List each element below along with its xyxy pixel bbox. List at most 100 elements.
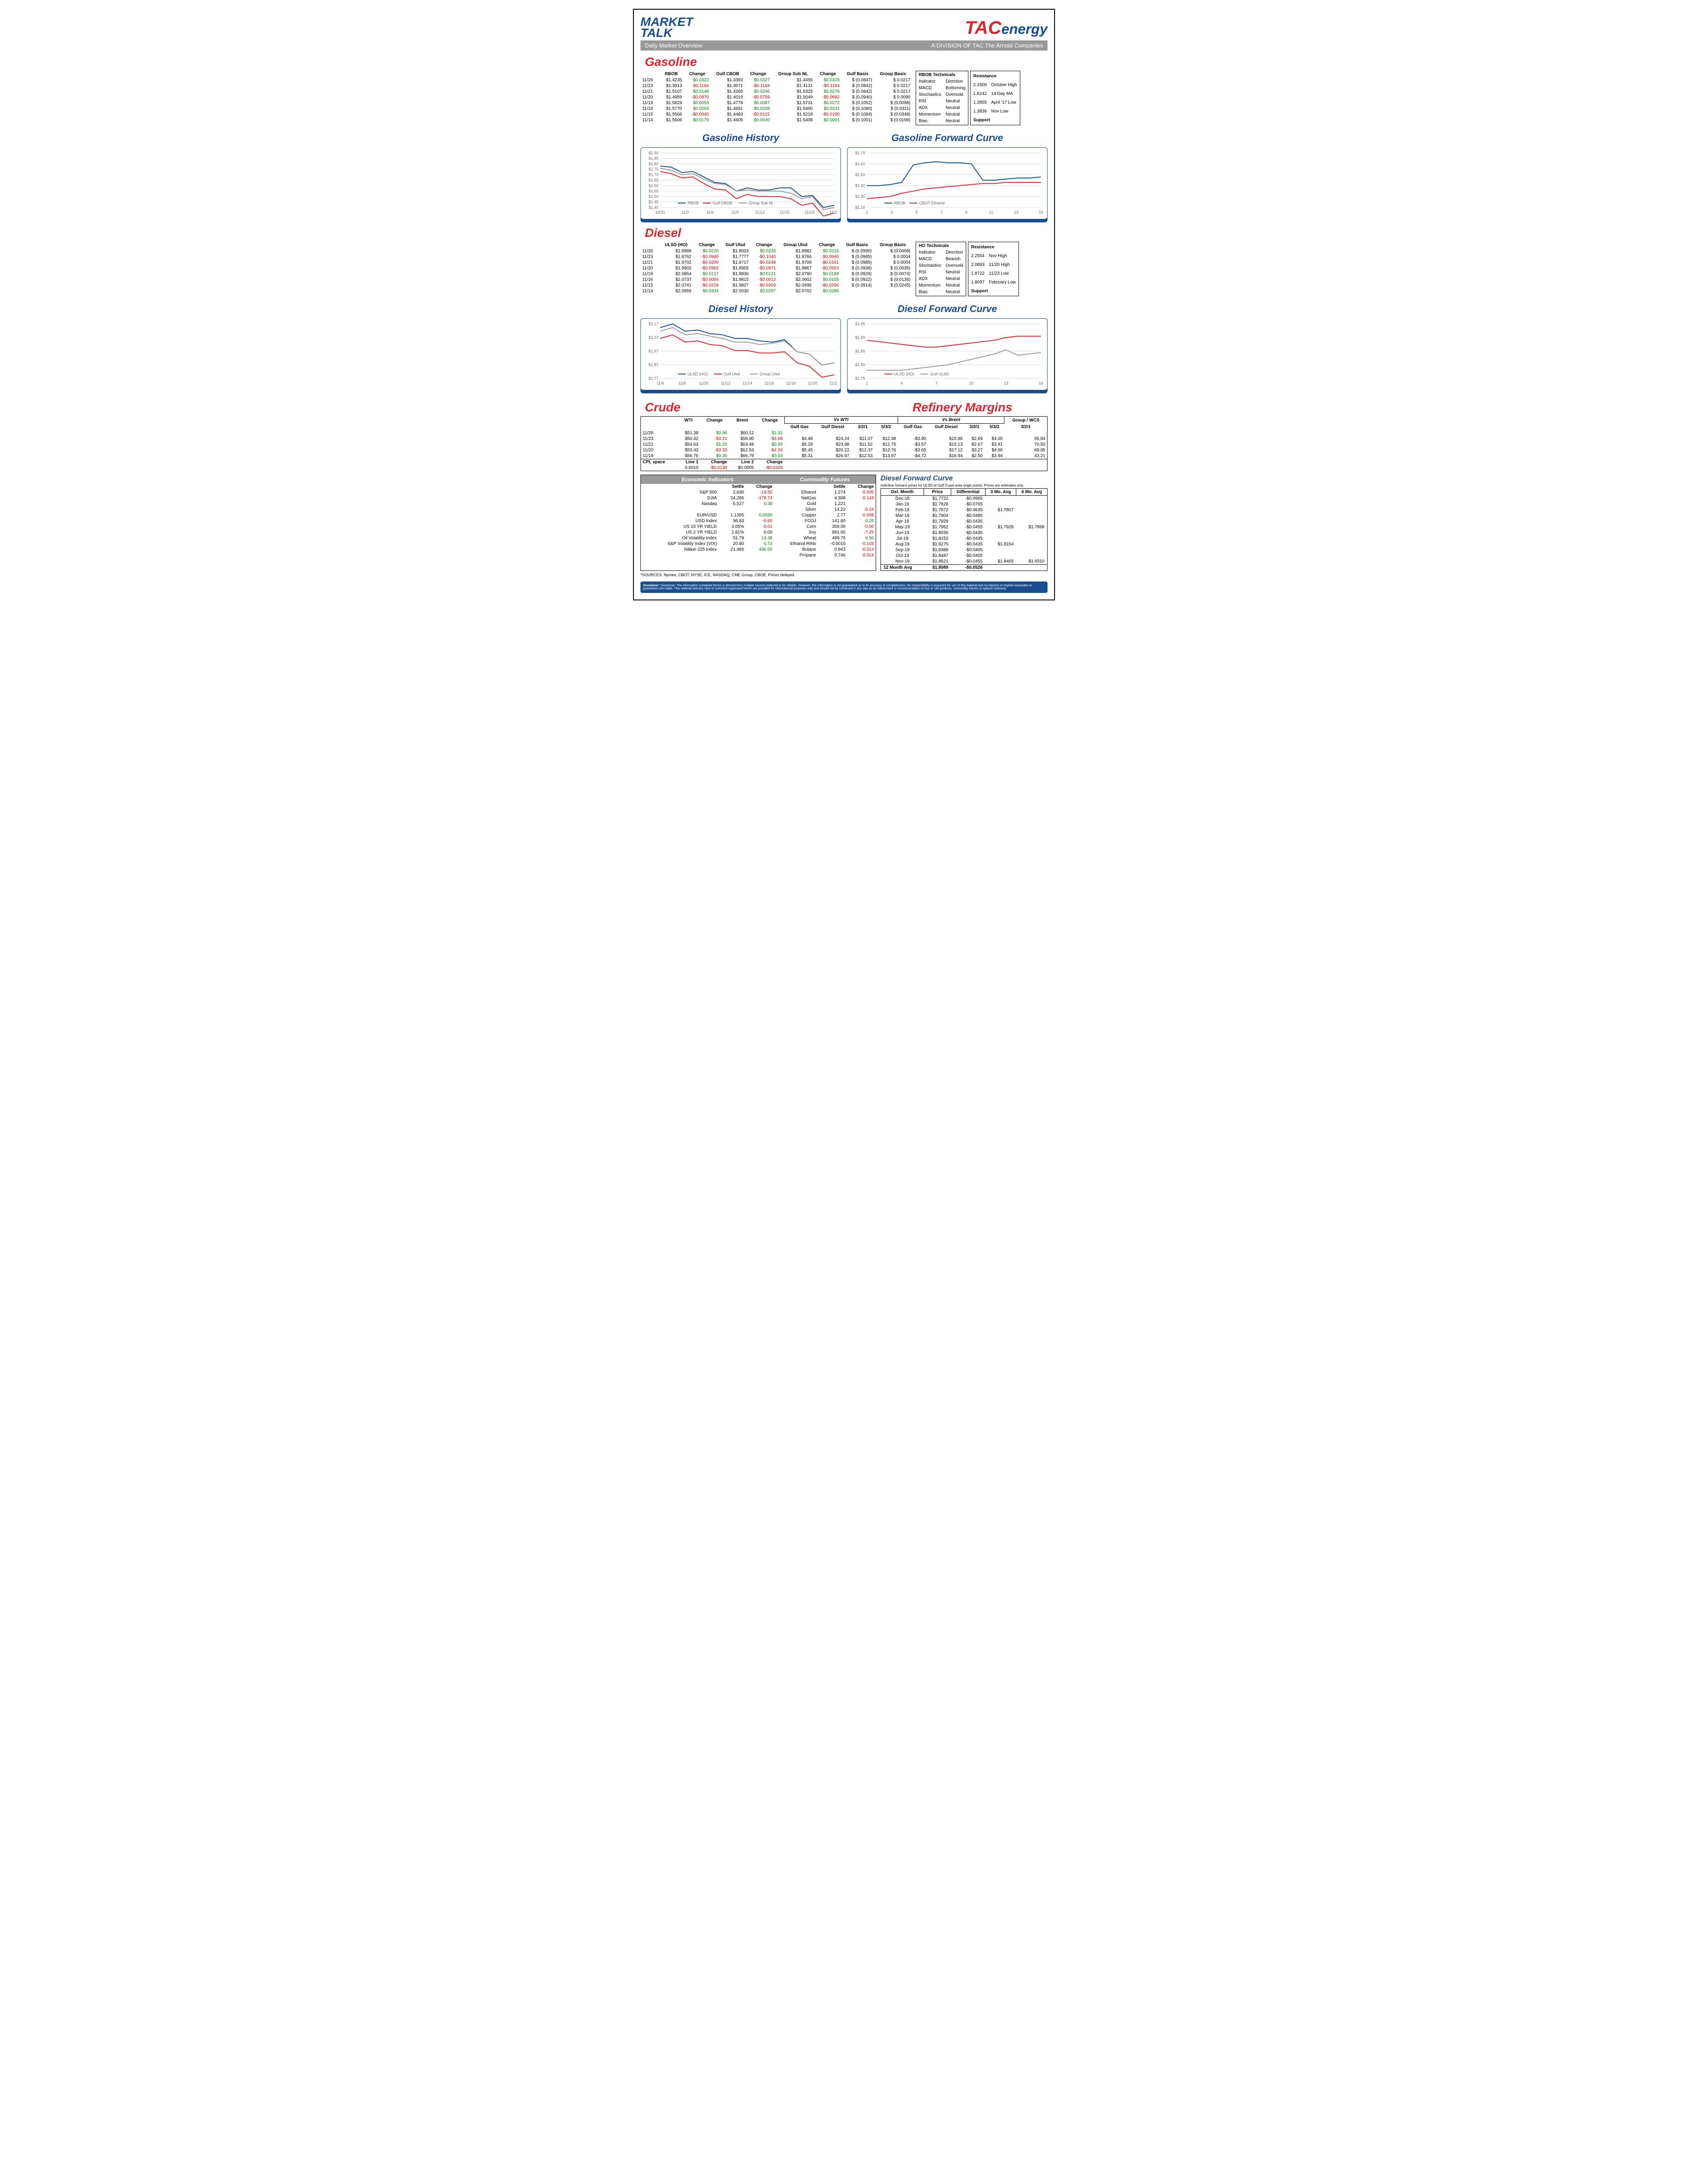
svg-text:$1.90: $1.90 [855, 335, 865, 340]
svg-text:10/31: 10/31 [655, 210, 666, 214]
svg-text:Gulf Ulsd: Gulf Ulsd [724, 372, 740, 376]
svg-text:11/9: 11/9 [731, 210, 738, 214]
diesel-history-chart: $2.17$2.07$1.97$1.87$1.7711/611/811/1011… [640, 318, 841, 390]
svg-text:$1.95: $1.95 [855, 322, 865, 326]
svg-text:$1.50: $1.50 [648, 195, 658, 199]
report-page: MARKET TALK TACenergy Daily Market Overv… [633, 9, 1055, 600]
econ-header: Economic Indicators [641, 475, 774, 484]
crude-refinery-table: WTIChangeBrentChangeVs WTIVs BrentGroup … [640, 416, 1048, 471]
svg-text:11/6: 11/6 [657, 381, 664, 385]
gasoline-table: RBOBChangeGulf CBOBChangeGroup Sub NLCha… [640, 71, 912, 123]
svg-text:11: 11 [989, 210, 993, 214]
svg-text:$1.45: $1.45 [648, 200, 658, 204]
svg-text:$1.80: $1.80 [855, 363, 865, 367]
diesel-history-title: Diesel History [640, 303, 841, 315]
svg-text:11/20: 11/20 [808, 381, 818, 385]
sources-note: *SOURCES: Nymex, CBOT, NYSE, ICE, NASDAQ… [640, 573, 1048, 577]
svg-text:10: 10 [969, 381, 974, 385]
svg-text:11/14: 11/14 [742, 381, 752, 385]
diesel-resistance: Resistance 2.2554Nov High2.089311/20 Hig… [968, 242, 1019, 296]
diesel-title: Diesel [645, 226, 1048, 240]
svg-text:$1.70: $1.70 [648, 173, 658, 177]
econ-commodity-table: Economic Indicators Commodity Futures Se… [641, 475, 876, 558]
svg-text:CBOT Ethanol: CBOT Ethanol [919, 201, 945, 205]
svg-text:$1.85: $1.85 [648, 156, 658, 161]
svg-text:$2.17: $2.17 [648, 322, 658, 326]
svg-text:$1.75: $1.75 [855, 376, 865, 381]
bottom-row: Economic Indicators Commodity Futures Se… [640, 475, 1048, 571]
svg-text:$1.87: $1.87 [648, 363, 658, 367]
svg-text:11/18: 11/18 [786, 381, 796, 385]
svg-text:13: 13 [1014, 210, 1018, 214]
svg-text:11/3: 11/3 [681, 210, 689, 214]
dfc-subtitle: Indicitive forward prices for ULSD at Gu… [880, 483, 1048, 487]
dfc-table: Del. MonthPriceDifferential3 Mo. Avg6 Mo… [880, 488, 1048, 571]
svg-text:Group Sub NL: Group Sub NL [749, 201, 774, 205]
svg-text:$2.07: $2.07 [648, 335, 658, 340]
logo-market-talk: MARKET TALK [640, 16, 693, 38]
sub-right: A DIVISION OF TAC The Arnold Companies [931, 42, 1043, 49]
svg-text:$1.40: $1.40 [855, 184, 865, 188]
svg-text:$1.40: $1.40 [648, 205, 658, 210]
svg-text:11/18: 11/18 [804, 210, 814, 214]
svg-text:11/12: 11/12 [721, 381, 731, 385]
svg-text:$1.97: $1.97 [648, 349, 658, 353]
svg-text:11/16: 11/16 [764, 381, 774, 385]
dfc-title: Diesel Forward Curve [880, 475, 1048, 483]
svg-text:RBOB: RBOB [688, 201, 699, 205]
svg-text:$1.30: $1.30 [855, 195, 865, 199]
diesel-fwd-chart: $1.95 $1.90 $1.85 $1.80 $1.751 4 7 10 13 16 ULSD (… [847, 318, 1048, 390]
svg-text:13: 13 [1004, 381, 1008, 385]
header: MARKET TALK TACenergy [640, 16, 1048, 38]
diesel-technicals: HO Technicals IndicatorDirection MACDBea… [916, 242, 966, 296]
svg-text:ULSD (HO): ULSD (HO) [688, 372, 708, 376]
svg-text:7: 7 [935, 381, 938, 385]
commodity-header: Commodity Futures [774, 475, 876, 484]
diesel-table: ULSD (HO)ChangeGulf UlsdChangeGroup Ulsd… [640, 242, 912, 294]
svg-text:5: 5 [916, 210, 918, 214]
gasoline-fwd-title: Gasoline Forward Curve [847, 132, 1048, 144]
sub-left: Daily Market Overview [645, 42, 702, 49]
svg-text:$1.80: $1.80 [648, 162, 658, 166]
gasoline-fwd-chart: $1.70$1.60$1.50$1.40$1.30$1.201357911131… [847, 147, 1048, 219]
gasoline-technicals: RBOB Technicals IndicatorDirection MACDB… [916, 71, 968, 125]
svg-text:1: 1 [866, 381, 868, 385]
gasoline-charts: Gasoline History $1.90$1.85$1.80$1.75$1.… [640, 129, 1048, 222]
svg-text:RBOB: RBOB [894, 201, 906, 205]
svg-text:4: 4 [901, 381, 903, 385]
svg-text:$1.55: $1.55 [648, 189, 658, 193]
crude-title: Crude [645, 400, 826, 414]
svg-text:$1.60: $1.60 [855, 162, 865, 166]
diesel-table-wrap: ULSD (HO)ChangeGulf UlsdChangeGroup Ulsd… [640, 242, 1048, 296]
svg-text:$1.20: $1.20 [855, 205, 865, 210]
svg-text:7: 7 [940, 210, 942, 214]
svg-text:$1.77: $1.77 [648, 376, 658, 381]
svg-text:ULSD (HO): ULSD (HO) [894, 372, 914, 376]
svg-text:$1.70: $1.70 [855, 151, 865, 155]
svg-text:$1.85: $1.85 [855, 349, 865, 353]
svg-text:Group Ulsd: Group Ulsd [760, 372, 780, 376]
svg-text:$1.50: $1.50 [855, 173, 865, 177]
refinery-title: Refinery Margins [831, 400, 1012, 414]
svg-text:1: 1 [866, 210, 868, 214]
subheader-bar: Daily Market Overview A DIVISION OF TAC … [640, 40, 1048, 51]
crude-refinery-header: Crude Refinery Margins [640, 397, 1048, 416]
diesel-fwd-title: Diesel Forward Curve [847, 303, 1048, 315]
diesel-charts: Diesel History $2.17 $2.07 $1.97 $1.87 $1.77… [640, 300, 1048, 393]
svg-text:11/10: 11/10 [699, 381, 709, 385]
svg-text:11/12: 11/12 [755, 210, 764, 214]
svg-text:11/6: 11/6 [706, 210, 714, 214]
svg-text:11/15: 11/15 [780, 210, 789, 214]
logo-tac-energy: TACenergy [965, 17, 1048, 38]
svg-text:$1.75: $1.75 [648, 167, 658, 172]
svg-text:11/22: 11/22 [829, 381, 837, 385]
gasoline-history-title: Gasoline History [640, 132, 841, 144]
disclaimer: Disclaimer: Disclaimer: The information … [640, 581, 1048, 593]
gasoline-table-wrap: RBOBChangeGulf CBOBChangeGroup Sub NLCha… [640, 71, 1048, 125]
svg-text:3: 3 [891, 210, 893, 214]
svg-text:15: 15 [1039, 210, 1043, 214]
svg-text:16: 16 [1039, 381, 1043, 385]
svg-text:Gulf ULSD: Gulf ULSD [930, 372, 950, 376]
gasoline-history-chart: $1.90$1.85$1.80$1.75$1.70$1.65$1.60$1.55… [640, 147, 841, 219]
gasoline-title: Gasoline [645, 55, 1048, 69]
